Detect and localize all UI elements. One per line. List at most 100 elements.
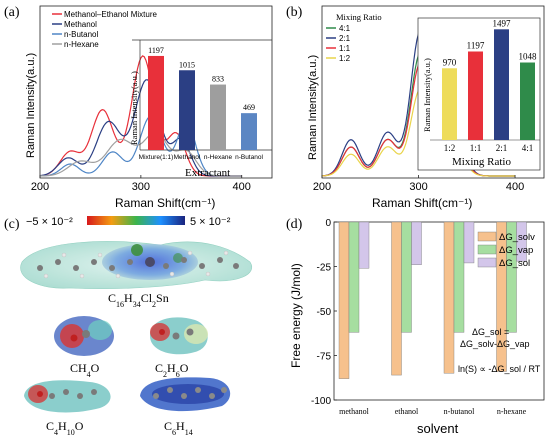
panel-a-label: (a) [4, 5, 20, 20]
inset-bar [241, 113, 257, 150]
y-tick-label: 0 [325, 218, 331, 229]
panel-b-legend-title: Mixing Ratio [336, 12, 382, 22]
legend-swatch [477, 231, 497, 242]
formula-c2h6o: C2H6O [155, 361, 189, 379]
panel-b-inset-y-label: Raman Intensity(a.u.) [422, 58, 432, 132]
x-tick-label: 300 [409, 181, 427, 193]
y-tick-label: -75 [317, 352, 332, 363]
panel-a-x-ticks: 200 300 400 [31, 175, 251, 193]
panel-c: (c) −5 × 10⁻² 5 × 10⁻² [4, 216, 252, 437]
legend-label: 2:1 [339, 34, 351, 43]
panel-d-y-axis-label: Free energy (J/mol) [289, 263, 303, 368]
panel-d-annotation-3: ln(S) ∝ -ΔG_sol / RT [458, 364, 541, 374]
panel-a-series-line [40, 131, 242, 177]
inset-bar [210, 84, 226, 150]
legend-label: n-Butanol [64, 30, 98, 39]
formula-c6h14: C6H14 [164, 419, 193, 437]
legend-swatch [477, 244, 497, 255]
inset-bar [494, 29, 509, 140]
panel-d-annotation-1: ΔG_sol = [472, 327, 509, 337]
legend-swatch [477, 257, 497, 268]
panel-c-label: (c) [4, 217, 20, 232]
panel-b-legend: 4:12:11:11:2 [326, 24, 351, 63]
inset-bar-value: 1197 [148, 46, 164, 55]
panel-d-x-ticks: methanol ethanol n-butanol n-hexane [339, 407, 526, 416]
panel-a-series-line [39, 79, 242, 177]
inset-bar-value: 1197 [467, 40, 485, 50]
inset-bar [442, 68, 457, 140]
panel-b-inset-x-label: Mixing Ratio [452, 156, 511, 168]
bar [411, 221, 422, 265]
panel-a-inset-bars: 1197 Mixture(1:1) 1015 Methanol 833 n-Hexane 4… [139, 46, 264, 161]
legend-label: ΔG_sol [499, 258, 530, 269]
legend-label: 4:1 [339, 24, 351, 33]
colorbar-min-label: −5 × 10⁻² [26, 216, 73, 228]
bar [453, 221, 465, 333]
panel-a-series-line [39, 115, 242, 177]
x-tick-label: ethanol [395, 407, 419, 416]
x-tick-label: methanol [339, 407, 370, 416]
bar [506, 221, 517, 333]
x-tick-label: 200 [313, 181, 331, 193]
panel-b-x-axis-label: Raman Shift(cm⁻¹) [372, 196, 472, 210]
inset-bar-value: 970 [443, 57, 457, 67]
legend-label: Methanol [64, 20, 97, 29]
panel-d-y-ticks: 0 -25 -50 -75 -100 [311, 218, 337, 407]
legend-label: Methanol–Ethanol Mixture [64, 10, 157, 19]
panel-a-legend: Methanol–Ethanol MixtureMethanoln-Butano… [52, 10, 157, 49]
colorbar-gradient [87, 216, 185, 225]
bar [463, 221, 475, 264]
panel-d-legend: ΔG_solv ΔG_vap ΔG_sol [477, 231, 535, 269]
legend-label: ΔG_vap [499, 245, 533, 256]
panel-b-inset: 970 1:2 1197 1:1 1497 2:1 1048 4:1 Mixing Ratio… [417, 17, 541, 171]
bar [391, 221, 402, 376]
bar [348, 221, 360, 333]
inset-bar-value: 1497 [493, 18, 512, 28]
x-tick-label: n-hexane [497, 407, 527, 416]
panel-a: (a) 200 300 400 Raman Shift(cm⁻¹) Raman In… [4, 5, 273, 210]
inset-bar [179, 70, 195, 150]
inset-bar [148, 55, 164, 151]
panel-b-label: (b) [286, 5, 303, 20]
inset-bar [468, 51, 483, 140]
molecule-surface-ch4o [54, 316, 114, 356]
formula-ch4o: CH4O [70, 361, 100, 379]
inset-bar-value: 469 [243, 103, 255, 112]
molecule-surface-c6h14 [140, 377, 231, 412]
y-tick-label: -25 [317, 263, 332, 274]
bar [516, 221, 527, 262]
formula-c16h34cl2sn: C16H34Cl2Sn [108, 291, 169, 309]
panel-a-inset: 1197 Mixture(1:1) 1015 Methanol 833 n-Hexane 4… [129, 39, 272, 179]
molecule-surface-c4h10o [24, 380, 111, 413]
panel-d-x-axis-label: solvent [417, 421, 459, 436]
formula-c4h10o: C4H10O [46, 419, 84, 437]
panel-b-inset-bars: 970 1:2 1197 1:1 1497 2:1 1048 4:1 [442, 18, 537, 153]
panel-d-bars [338, 221, 527, 379]
panel-d-annotation-2: ΔG_solv-ΔG_vap [460, 339, 530, 349]
molecule-surface-c16h34cl2sn [20, 241, 252, 290]
inset-category-label: Mixture(1:1) [139, 154, 174, 161]
y-tick-label: -50 [317, 307, 332, 318]
panel-a-spectra [39, 55, 242, 177]
x-tick-label: 400 [233, 181, 251, 193]
legend-label: 1:2 [339, 54, 351, 63]
x-tick-label: 200 [31, 181, 49, 193]
panel-a-x-axis-label: Raman Shift(cm⁻¹) [115, 196, 215, 210]
bar [443, 221, 455, 374]
y-tick-label: -100 [311, 396, 331, 407]
molecule-surface-c2h6o [150, 317, 208, 355]
inset-bar [520, 62, 535, 140]
inset-category-label: Methanol [174, 154, 201, 161]
panel-d-label: (d) [286, 217, 303, 232]
bar [338, 221, 350, 379]
x-tick-label: 400 [506, 181, 524, 193]
legend-label: 1:1 [339, 44, 351, 53]
panel-b-frame [321, 5, 545, 179]
inset-category-label: 1:1 [470, 143, 482, 153]
bar [401, 221, 412, 333]
inset-bar-value: 1048 [519, 52, 538, 62]
panel-a-inset-y-label: Raman Intensity(a.u.) [129, 71, 139, 145]
inset-bar-value: 833 [212, 75, 224, 84]
inset-category-label: n-Butanol [235, 154, 263, 161]
